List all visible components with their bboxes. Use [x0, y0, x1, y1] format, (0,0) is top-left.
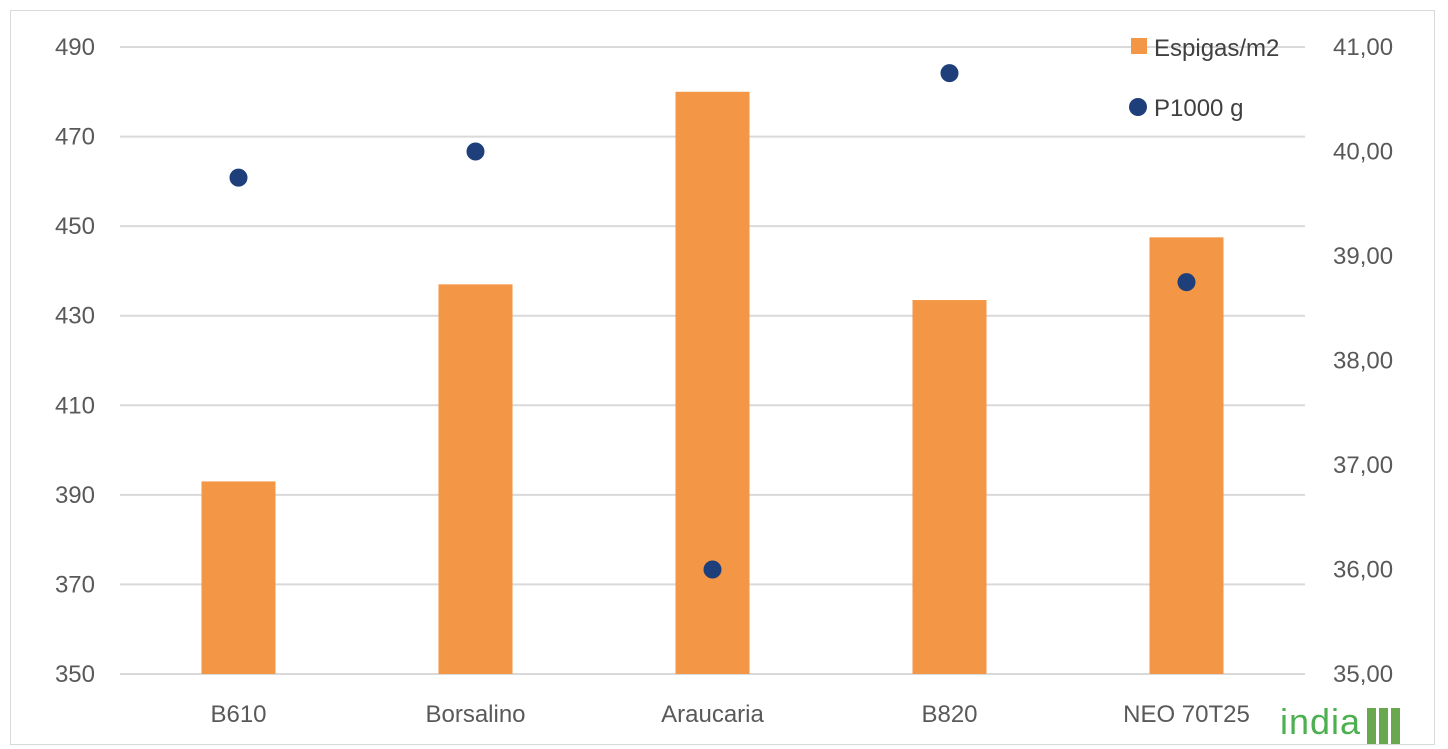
points: [229, 64, 1196, 579]
left-tick-label: 430: [55, 303, 95, 330]
x-tick-label: B610: [210, 701, 266, 728]
bar: [1149, 237, 1224, 674]
right-axis-ticks: 35,00 36,00 37,00 38,00 39,00 40,00 41,00: [1333, 34, 1393, 688]
point: [466, 142, 485, 161]
right-tick-label: 37,00: [1333, 452, 1393, 479]
left-tick-label: 350: [55, 661, 95, 688]
left-axis-ticks: 350 370 390 410 430 450 470 490: [55, 34, 95, 688]
x-tick-label: NEO 70T25: [1123, 701, 1250, 728]
legend: Espigas/m2 P1000 g: [1129, 35, 1279, 122]
point: [703, 560, 722, 579]
x-axis-ticks: B610 Borsalino Araucaria B820 NEO 70T25: [210, 701, 1249, 728]
left-tick-label: 370: [55, 571, 95, 598]
bar: [438, 284, 513, 674]
bar: [912, 300, 987, 674]
legend-bar-label: Espigas/m2: [1154, 35, 1279, 62]
watermark-logo: india: [1280, 700, 1401, 744]
legend-point-label: P1000 g: [1154, 95, 1243, 122]
right-tick-label: 40,00: [1333, 139, 1393, 166]
right-tick-label: 36,00: [1333, 557, 1393, 584]
right-tick-label: 39,00: [1333, 243, 1393, 270]
watermark-bars-icon: [1367, 704, 1401, 744]
right-tick-label: 38,00: [1333, 348, 1393, 375]
x-tick-label: Araucaria: [661, 701, 764, 728]
point: [940, 64, 959, 83]
bar: [675, 91, 750, 675]
point: [1177, 273, 1196, 292]
left-tick-label: 470: [55, 124, 95, 151]
x-tick-label: Borsalino: [425, 701, 525, 728]
point: [229, 168, 248, 187]
right-tick-label: 41,00: [1333, 34, 1393, 61]
legend-bar-swatch: [1131, 38, 1147, 54]
left-tick-label: 490: [55, 34, 95, 61]
x-tick-label: B820: [921, 701, 977, 728]
left-tick-label: 450: [55, 213, 95, 240]
left-tick-label: 390: [55, 482, 95, 509]
bar: [201, 481, 276, 674]
right-tick-label: 35,00: [1333, 661, 1393, 688]
watermark-text: india: [1280, 701, 1362, 742]
left-tick-label: 410: [55, 392, 95, 419]
legend-point-swatch: [1129, 98, 1147, 116]
bars: [201, 91, 1224, 675]
